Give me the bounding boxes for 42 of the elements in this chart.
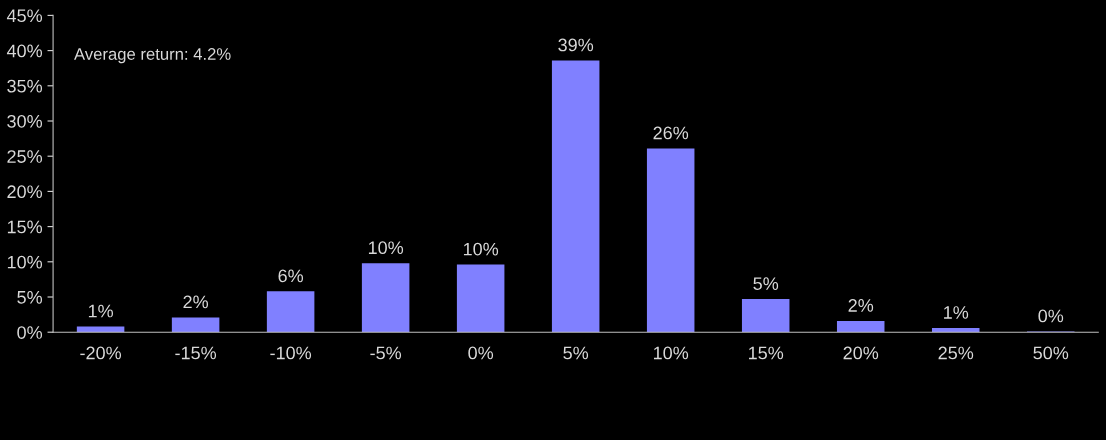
bar bbox=[646, 148, 695, 333]
x-tick-label: 25% bbox=[938, 346, 974, 360]
bar bbox=[266, 291, 315, 333]
y-tick-label: 20% bbox=[7, 185, 43, 199]
y-tick-label: 25% bbox=[7, 150, 43, 163]
x-tick-label: 20% bbox=[843, 346, 879, 360]
bar bbox=[456, 264, 505, 333]
x-tick-label: 0% bbox=[468, 346, 494, 360]
y-tick-label: 30% bbox=[7, 114, 43, 128]
data-label: 10% bbox=[368, 241, 404, 255]
annotation: Average return: 4.2% bbox=[74, 48, 231, 64]
y-tick-label: 40% bbox=[6, 44, 43, 58]
data-label: 2% bbox=[848, 299, 874, 312]
x-tick-label: 10% bbox=[654, 346, 689, 360]
bar bbox=[171, 317, 220, 333]
x-tick-label: -15% bbox=[175, 346, 217, 360]
y-tick-label: 0% bbox=[17, 326, 43, 339]
data-label: 39% bbox=[558, 38, 594, 52]
data-label: 0% bbox=[1038, 309, 1064, 323]
y-tick-label: 45% bbox=[6, 9, 43, 23]
x-tick-label: -20% bbox=[80, 346, 122, 360]
x-tick-label: 50% bbox=[1033, 346, 1069, 360]
y-tick-label: 10% bbox=[7, 255, 43, 269]
data-label: 6% bbox=[278, 269, 304, 283]
x-tick-label: 5% bbox=[563, 346, 589, 360]
data-label: 1% bbox=[88, 304, 113, 318]
bar bbox=[551, 60, 600, 333]
x-tick-label: -5% bbox=[370, 346, 402, 360]
y-tick-label: 35% bbox=[7, 79, 43, 93]
data-label: 10% bbox=[463, 242, 499, 256]
data-label: 1% bbox=[944, 306, 969, 319]
bar bbox=[361, 263, 410, 333]
x-tick-label: -10% bbox=[270, 346, 312, 360]
bar bbox=[931, 327, 980, 333]
y-tick-label: 5% bbox=[17, 291, 43, 304]
x-tick-label: 15% bbox=[749, 346, 784, 360]
y-tick-label: 15% bbox=[7, 220, 43, 234]
data-label: 26% bbox=[653, 126, 689, 140]
data-label: 2% bbox=[183, 295, 209, 309]
data-label: 5% bbox=[753, 277, 779, 290]
bar bbox=[836, 320, 885, 333]
bar bbox=[741, 299, 790, 333]
